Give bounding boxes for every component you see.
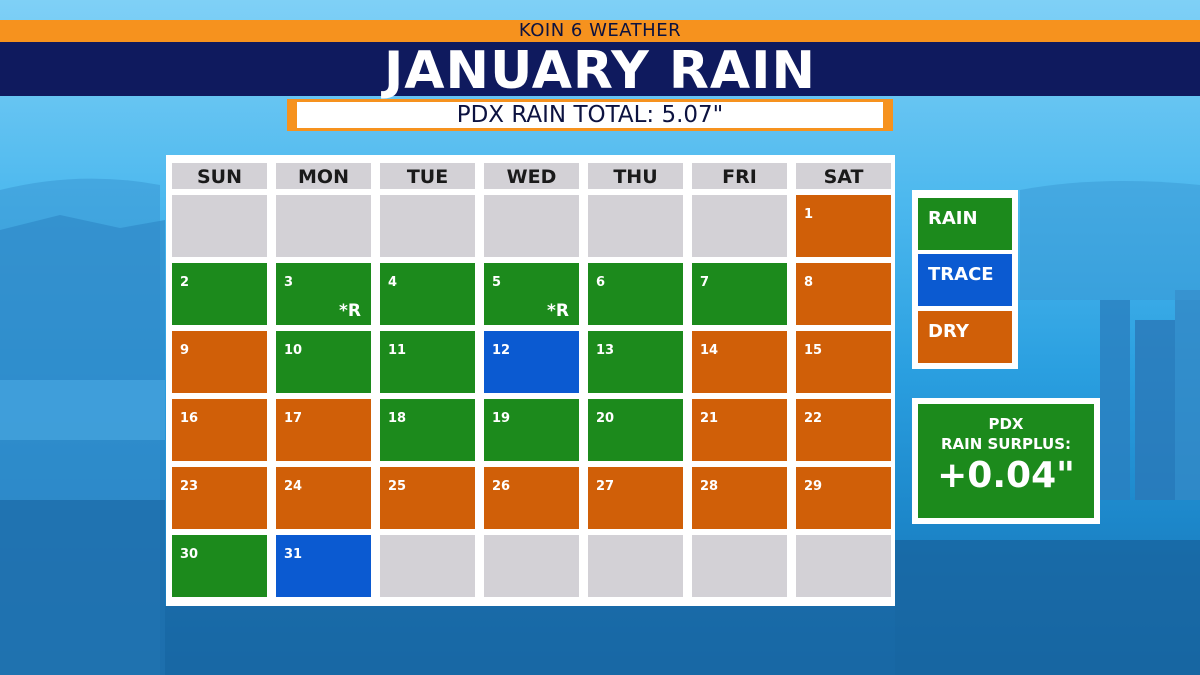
day-number: 31 xyxy=(284,547,303,562)
empty-day-cell xyxy=(484,535,579,597)
day-number: 21 xyxy=(700,411,719,426)
day-cell-24: 24 xyxy=(276,467,371,529)
empty-day-cell xyxy=(484,195,579,257)
day-number: 26 xyxy=(492,479,511,494)
empty-day-cell xyxy=(692,535,787,597)
day-number: 3 xyxy=(284,275,294,290)
day-number: 5 xyxy=(492,275,502,290)
day-cell-10: 10 xyxy=(276,331,371,393)
empty-day-cell xyxy=(588,195,683,257)
day-number: 8 xyxy=(804,275,814,290)
day-cell-26: 26 xyxy=(484,467,579,529)
day-number: 16 xyxy=(180,411,199,426)
day-number: 10 xyxy=(284,343,303,358)
rain-surplus-box: PDX RAIN SURPLUS: +0.04" xyxy=(912,398,1100,524)
day-number: 20 xyxy=(596,411,615,426)
day-number: 14 xyxy=(700,343,719,358)
day-cell-31: 31 xyxy=(276,535,371,597)
day-cell-3: 3 *R xyxy=(276,263,371,325)
weekday-header-sun: SUN xyxy=(172,163,267,189)
surplus-label-line2: RAIN SURPLUS: xyxy=(940,435,1072,453)
empty-day-cell xyxy=(172,195,267,257)
day-cell-27: 27 xyxy=(588,467,683,529)
page-title: JANUARY RAIN xyxy=(383,41,817,101)
surplus-value: +0.04" xyxy=(937,455,1075,496)
day-cell-25: 25 xyxy=(380,467,475,529)
weekday-header-tue: TUE xyxy=(380,163,475,189)
empty-day-cell xyxy=(796,535,891,597)
rain-surplus-panel: PDX RAIN SURPLUS: +0.04" xyxy=(918,404,1094,518)
weekday-header-wed: WED xyxy=(484,163,579,189)
day-cell-13: 13 xyxy=(588,331,683,393)
day-cell-16: 16 xyxy=(172,399,267,461)
weekday-header-sat: SAT xyxy=(796,163,891,189)
day-number: 27 xyxy=(596,479,615,494)
weekday-header-mon: MON xyxy=(276,163,371,189)
rain-total-text: PDX RAIN TOTAL: 5.07" xyxy=(297,102,883,128)
empty-day-cell xyxy=(380,195,475,257)
rain-total-box: PDX RAIN TOTAL: 5.07" xyxy=(287,99,893,131)
day-number: 13 xyxy=(596,343,615,358)
day-cell-1: 1 xyxy=(796,195,891,257)
day-cell-23: 23 xyxy=(172,467,267,529)
day-number: 23 xyxy=(180,479,199,494)
day-number: 18 xyxy=(388,411,407,426)
day-cell-2: 2 xyxy=(172,263,267,325)
empty-day-cell xyxy=(588,535,683,597)
day-number: 1 xyxy=(804,207,814,222)
day-number: 6 xyxy=(596,275,606,290)
day-cell-15: 15 xyxy=(796,331,891,393)
day-cell-29: 29 xyxy=(796,467,891,529)
legend-trace: TRACE xyxy=(918,254,1012,306)
day-cell-20: 20 xyxy=(588,399,683,461)
day-cell-17: 17 xyxy=(276,399,371,461)
record-note: *R xyxy=(339,301,361,321)
day-number: 11 xyxy=(388,343,407,358)
day-cell-14: 14 xyxy=(692,331,787,393)
empty-day-cell xyxy=(692,195,787,257)
station-banner: KOIN 6 WEATHER xyxy=(0,20,1200,42)
title-banner: JANUARY RAIN xyxy=(0,42,1200,100)
day-number: 17 xyxy=(284,411,303,426)
empty-day-cell xyxy=(276,195,371,257)
day-cell-28: 28 xyxy=(692,467,787,529)
day-cell-4: 4 xyxy=(380,263,475,325)
day-number: 7 xyxy=(700,275,710,290)
day-number: 19 xyxy=(492,411,511,426)
day-cell-21: 21 xyxy=(692,399,787,461)
day-cell-9: 9 xyxy=(172,331,267,393)
day-number: 15 xyxy=(804,343,823,358)
day-cell-7: 7 xyxy=(692,263,787,325)
day-number: 2 xyxy=(180,275,190,290)
day-number: 22 xyxy=(804,411,823,426)
day-cell-18: 18 xyxy=(380,399,475,461)
surplus-label-line1: PDX xyxy=(988,415,1024,433)
day-cell-11: 11 xyxy=(380,331,475,393)
record-note: *R xyxy=(547,301,569,321)
rain-calendar: SUN MON TUE WED THU FRI SAT 1 2 3 *R 4 5 *R 6 7 8 9 10 11 12… xyxy=(166,155,895,606)
day-cell-6: 6 xyxy=(588,263,683,325)
weekday-header-thu: THU xyxy=(588,163,683,189)
day-number: 12 xyxy=(492,343,511,358)
legend-dry: DRY xyxy=(918,311,1012,363)
day-number: 29 xyxy=(804,479,823,494)
day-number: 4 xyxy=(388,275,398,290)
day-cell-5: 5 *R xyxy=(484,263,579,325)
day-number: 9 xyxy=(180,343,190,358)
day-cell-22: 22 xyxy=(796,399,891,461)
day-cell-12: 12 xyxy=(484,331,579,393)
day-cell-19: 19 xyxy=(484,399,579,461)
day-cell-30: 30 xyxy=(172,535,267,597)
day-number: 30 xyxy=(180,547,199,562)
day-cell-8: 8 xyxy=(796,263,891,325)
day-number: 25 xyxy=(388,479,407,494)
day-number: 28 xyxy=(700,479,719,494)
station-name: KOIN 6 WEATHER xyxy=(518,20,682,41)
weekday-header-fri: FRI xyxy=(692,163,787,189)
empty-day-cell xyxy=(380,535,475,597)
legend: RAIN TRACE DRY xyxy=(912,190,1018,369)
legend-rain: RAIN xyxy=(918,198,1012,250)
day-number: 24 xyxy=(284,479,303,494)
